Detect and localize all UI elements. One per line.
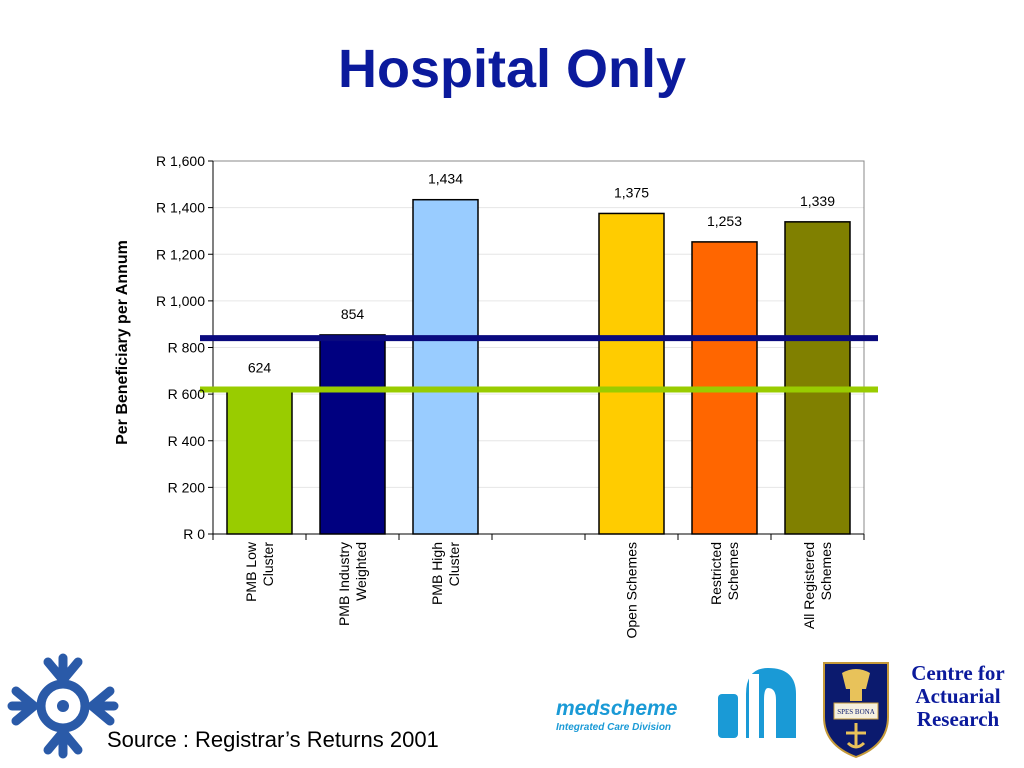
x-category-label: Schemes [725,542,741,600]
y-tick-label: R 800 [168,340,206,356]
y-tick-label: R 400 [168,433,206,449]
car-line-2: Actuarial [915,684,1001,708]
x-category-label: PMB High [429,542,445,605]
x-category-label: Weighted [353,542,369,601]
x-category-label: Schemes [818,542,834,600]
bar [412,198,479,535]
car-logo-text: Centre for Actuarial Research [898,662,1018,731]
y-tick-label: R 1,600 [156,153,205,169]
x-category-label: Restricted [708,542,724,605]
cross-logo-icon [7,653,119,759]
reference-lines [200,335,878,393]
medscheme-logo-text: medscheme [556,697,678,720]
x-category-label: PMB Industry [336,542,352,626]
y-tick-label: R 200 [168,479,206,495]
data-label: 624 [248,360,272,376]
y-tick-label: R 0 [183,526,205,542]
car-line-1: Centre for [911,661,1005,685]
labels: R 0 R 200 R 400 R 600 R 800 R 1,000 R 1,200 R 1… [114,153,835,639]
source-note: Source : Registrar’s Returns 2001 [107,727,439,752]
x-category-label: Open Schemes [624,542,640,639]
data-label: 854 [341,306,365,322]
bars [226,198,851,535]
gridlines [213,160,864,488]
bar [784,221,851,535]
medscheme-mark-icon [718,668,796,744]
data-label: 1,253 [707,213,742,229]
y-tick-label: R 1,000 [156,293,205,309]
y-tick-label: R 600 [168,386,206,402]
crest-motto: SPES BONA [837,708,875,716]
bar [319,334,386,535]
medscheme-tagline: Integrated Care Division [556,722,672,733]
bar [598,212,665,535]
data-label: 1,375 [614,184,649,200]
slide-title: Hospital Only [337,39,687,99]
y-axis-label: Per Beneficiary per Annum [114,240,131,445]
x-category-label: Cluster [260,542,276,587]
uct-crest-icon: SPES BONA [823,662,889,759]
y-tick-label: R 1,400 [156,200,205,216]
x-category-label: PMB Low [243,541,259,602]
y-tick-label: R 1,200 [156,246,205,262]
axes [208,160,865,540]
bar [226,387,293,535]
x-category-label: Cluster [446,542,462,587]
car-line-3: Research [916,707,1000,731]
x-category-label: All Registered [801,542,817,629]
data-label: 1,434 [428,171,463,187]
data-label: 1,339 [800,193,835,209]
